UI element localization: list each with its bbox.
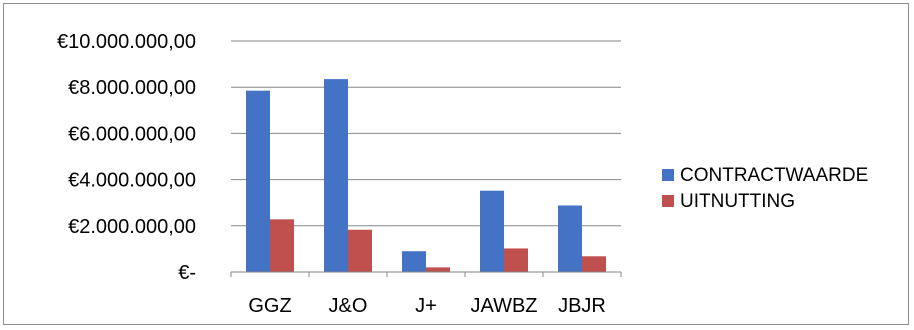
- y-tick-label: €4.000.000,00: [68, 170, 196, 192]
- bar-uitnutting-ggz: [270, 219, 294, 272]
- x-tick-label: GGZ: [248, 295, 291, 317]
- bar-uitnutting-j: [426, 267, 450, 272]
- x-tick-label: JBJR: [558, 295, 606, 317]
- bar-uitnutting-jawbz: [504, 248, 528, 272]
- y-tick-label: €-: [178, 262, 196, 284]
- legend: CONTRACTWAARDE UITNUTTING: [662, 165, 868, 212]
- y-tick-label: €2.000.000,00: [68, 216, 196, 238]
- bar-contractwaarde-ggz: [246, 90, 270, 272]
- bar-contractwaarde-jbjr: [558, 205, 582, 272]
- y-tick-label: €8.000.000,00: [68, 77, 196, 99]
- legend-label-contractwaarde: CONTRACTWAARDE: [680, 165, 868, 186]
- bars: [246, 79, 606, 273]
- bar-uitnutting-jando: [348, 229, 372, 272]
- legend-label-uitnutting: UITNUTTING: [680, 191, 795, 212]
- x-tick-label: J&O: [329, 295, 368, 317]
- gridlines: [231, 40, 621, 227]
- legend-item-contractwaarde: CONTRACTWAARDE: [662, 165, 868, 186]
- bar-contractwaarde-j: [402, 251, 426, 272]
- x-axis-tick-labels: GGZ J&O J+ JAWBZ JBJR: [230, 272, 622, 317]
- y-tick-label: €6.000.000,00: [68, 123, 196, 145]
- legend-swatch-uitnutting: [662, 195, 674, 207]
- x-tick-label: JAWBZ: [470, 295, 537, 317]
- chart-frame: [3, 3, 909, 325]
- bar-uitnutting-jbjr: [582, 256, 606, 272]
- bar-contractwaarde-jawbz: [480, 190, 504, 272]
- legend-item-uitnutting: UITNUTTING: [662, 191, 795, 212]
- y-axis-tick-labels: €10.000.000,00 €8.000.000,00 €6.000.000,00…: [57, 31, 196, 284]
- bar-contractwaarde-jando: [324, 79, 348, 273]
- y-tick-label: €10.000.000,00: [57, 31, 196, 53]
- legend-swatch-contractwaarde: [662, 169, 674, 181]
- x-tick-label: J+: [415, 295, 437, 317]
